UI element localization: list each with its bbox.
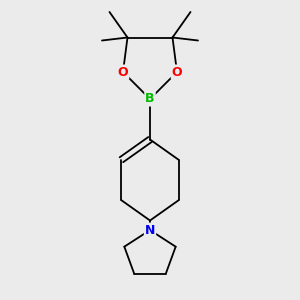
Text: N: N bbox=[145, 224, 155, 237]
Text: O: O bbox=[172, 65, 182, 79]
Text: O: O bbox=[118, 65, 128, 79]
Text: B: B bbox=[145, 92, 155, 106]
